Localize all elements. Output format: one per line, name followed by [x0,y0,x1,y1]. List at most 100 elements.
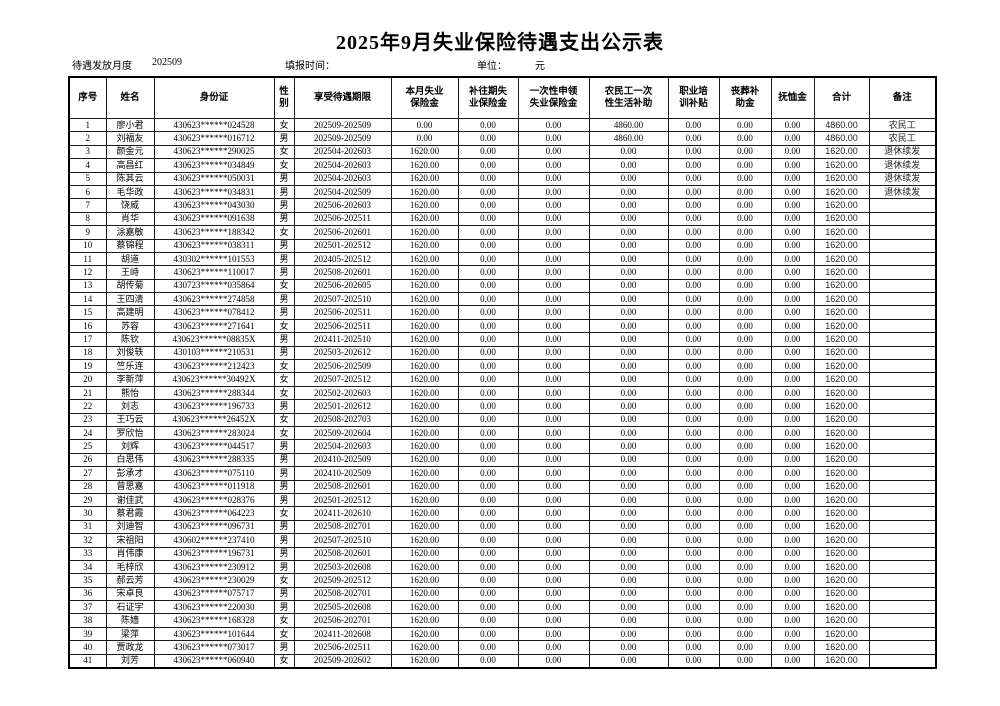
table-cell: 0.00 [770,292,815,307]
table-cell: 0.00 [588,225,669,240]
table-cell: 430623******096731 [153,519,275,535]
table-cell: 0.00 [517,506,590,521]
table-cell: 1620.00 [813,171,870,186]
table-cell: 1620.00 [390,372,459,387]
table-cell: 430623******26452X [153,412,275,427]
table-cell: 0.00 [718,117,772,133]
table-cell: 1620.00 [390,412,459,427]
table-cell: 梁萍 [105,626,155,642]
table-cell: 3 [68,144,107,160]
table-cell: 0.00 [667,399,720,414]
table-cell: 0.00 [667,131,720,146]
table-cell: 0.00 [718,184,772,200]
table-cell: 男 [273,131,295,146]
table-cell: 0.00 [718,238,772,253]
table-cell: 1620.00 [813,359,870,374]
table-cell [868,573,937,588]
table-cell: 430623******274858 [153,292,275,307]
table-cell: 19 [68,359,107,374]
table-cell: 430623******028376 [153,492,275,508]
table-cell: 0.00 [667,559,720,575]
table-cell: 女 [273,359,295,374]
table-cell: 0.00 [588,586,669,602]
table-cell: 32 [68,533,107,548]
table-row: 14 王四清 430623******274858 男 202507-202510 162… [68,292,937,307]
table-cell: 0.00 [457,198,519,213]
table-cell: 0.00 [770,439,815,454]
table-cell: 0.00 [770,144,815,160]
table-cell: 202503-202612 [293,345,392,361]
table-cell: 0.00 [667,492,720,508]
table-cell: 0.00 [718,546,772,561]
table-cell: 33 [68,546,107,561]
table-cell: 202410-202509 [293,452,392,468]
table-cell: 0.00 [770,559,815,575]
column-header: 享受待遇期限 [293,76,392,119]
table-cell: 0.00 [667,238,720,253]
table-cell: 1620.00 [390,265,459,280]
table-cell: 女 [273,613,295,628]
column-header: 姓名 [105,76,155,119]
table-cell: 1620.00 [390,586,459,602]
table-cell: 1620.00 [390,211,459,227]
table-cell: 1620.00 [813,559,870,575]
table-cell: 202501-202512 [293,492,392,508]
table-cell: 430623******196733 [153,399,275,414]
table-row: 18 刘俊轶 430103******210531 男 202503-202612 162… [68,345,937,361]
table-row: 36 宋卓良 430623******075717 男 202508-202701 162… [68,586,937,602]
table-cell: 24 [68,425,107,441]
table-cell: 4 [68,158,107,173]
column-header: 丧葬补 助金 [718,76,772,119]
table-cell: 0.00 [667,198,720,213]
table-cell: 0.00 [517,653,590,669]
table-cell: 430623******30492X [153,372,275,387]
table-cell: 王巧云 [105,412,155,427]
table-cell: 石证宇 [105,600,155,615]
table-cell: 0.00 [770,265,815,280]
table-cell: 202509-202604 [293,425,392,441]
table-row: 29 谢佳武 430623******028376 男 202501-202512 162… [68,492,937,508]
table-cell: 0.00 [588,359,669,374]
table-row: 30 蔡君霞 430623******064223 女 202411-202610 162… [68,506,937,521]
column-header: 序号 [68,76,107,119]
table-cell: 陈其云 [105,171,155,186]
table-cell: 罗欣怡 [105,425,155,441]
table-cell: 0.00 [457,332,519,347]
table-cell: 0.00 [718,452,772,468]
table-cell: 0.00 [588,452,669,468]
table-cell: 0.00 [667,292,720,307]
table-cell: 202411-202608 [293,626,392,642]
table-cell: 22 [68,399,107,414]
table-cell: 0.00 [718,425,772,441]
table-cell: 430623******038311 [153,238,275,253]
table-cell [868,345,937,361]
table-cell [868,466,937,481]
table-cell: 0.00 [667,626,720,642]
table-cell: 男 [273,292,295,307]
table-cell: 12 [68,265,107,280]
table-row: 28 曾思嘉 430623******011918 男 202508-202601 162… [68,479,937,494]
table-cell: 女 [273,626,295,642]
table-cell: 1620.00 [813,238,870,253]
table-cell: 0.00 [457,653,519,669]
table-cell: 颜金元 [105,144,155,160]
table-cell: 25 [68,439,107,454]
table-cell: 7 [68,198,107,213]
table-cell: 李新萍 [105,372,155,387]
table-cell: 1620.00 [390,184,459,200]
table-cell: 0.00 [588,171,669,186]
table-cell: 0.00 [457,359,519,374]
table-cell: 0.00 [718,559,772,575]
table-cell: 肖华 [105,211,155,227]
table-cell: 1620.00 [813,466,870,481]
table-cell [868,479,937,494]
table-cell: 1620.00 [390,519,459,535]
table-cell: 0.00 [770,385,815,401]
table-cell: 202508-202601 [293,265,392,280]
table-cell: 0.00 [517,640,590,655]
table-cell: 男 [273,533,295,548]
table-cell: 高昌红 [105,158,155,173]
table-cell: 1620.00 [813,372,870,387]
table-cell: 1620.00 [813,305,870,320]
table-cell: 0.00 [588,211,669,227]
